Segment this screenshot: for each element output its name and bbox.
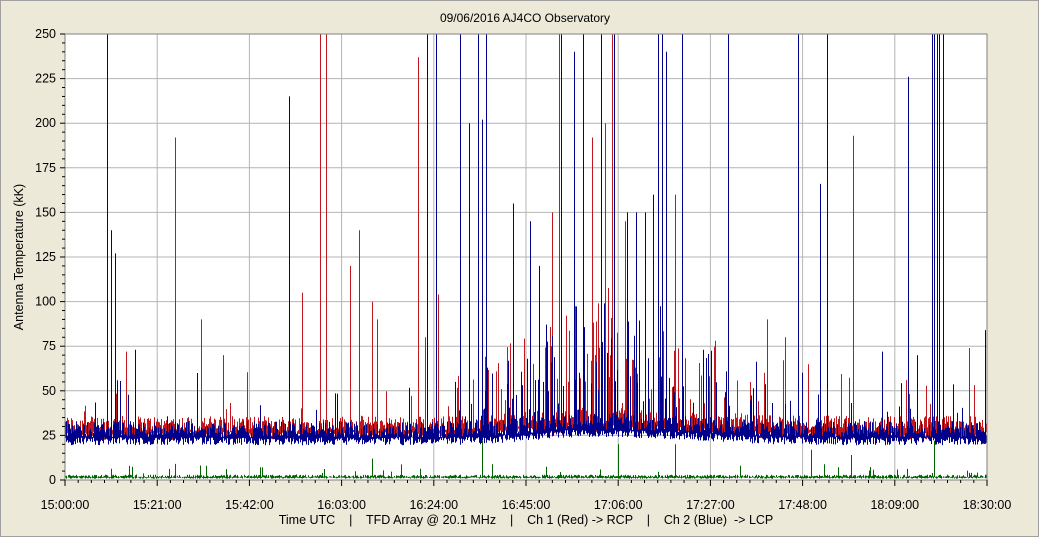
- chart-title: 09/06/2016 AJ4CO Observatory: [440, 11, 610, 25]
- y-tick-label: 25: [42, 428, 56, 442]
- y-axis-label: Antenna Temperature (kK): [12, 184, 26, 330]
- x-tick-label: 18:09:00: [870, 498, 919, 512]
- y-tick-label: 50: [42, 384, 56, 398]
- y-tick-label: 75: [42, 339, 56, 353]
- y-tick-label: 100: [35, 295, 56, 309]
- y-tick-label: 175: [35, 161, 56, 175]
- x-tick-label: 17:06:00: [594, 498, 643, 512]
- y-tick-label: 125: [35, 250, 56, 264]
- y-tick-label: 200: [35, 116, 56, 130]
- x-axis-label: Time UTC | TFD Array @ 20.1 MHz | Ch 1 (…: [279, 513, 774, 527]
- x-tick-label: 15:21:00: [133, 498, 182, 512]
- y-tick-label: 250: [35, 27, 56, 41]
- x-tick-label: 15:42:00: [225, 498, 274, 512]
- y-axis: 0 25 50 75 100 125 150 175 200 225 250: [35, 27, 65, 487]
- y-tick-label: 150: [35, 205, 56, 219]
- x-tick-label: 15:00:00: [41, 498, 90, 512]
- x-tick-label: 16:24:00: [409, 498, 458, 512]
- x-tick-label: 16:03:00: [317, 498, 366, 512]
- y-tick-label: 225: [35, 72, 56, 86]
- y-tick-label: 0: [49, 473, 56, 487]
- x-axis: 15:00:00 15:21:00 15:42:00 16:03:00 16:24:00…: [41, 480, 1012, 512]
- x-tick-label: 18:30:00: [963, 498, 1012, 512]
- x-tick-label: 16:45:00: [502, 498, 551, 512]
- x-tick-label: 17:27:00: [686, 498, 735, 512]
- x-tick-label: 17:48:00: [778, 498, 827, 512]
